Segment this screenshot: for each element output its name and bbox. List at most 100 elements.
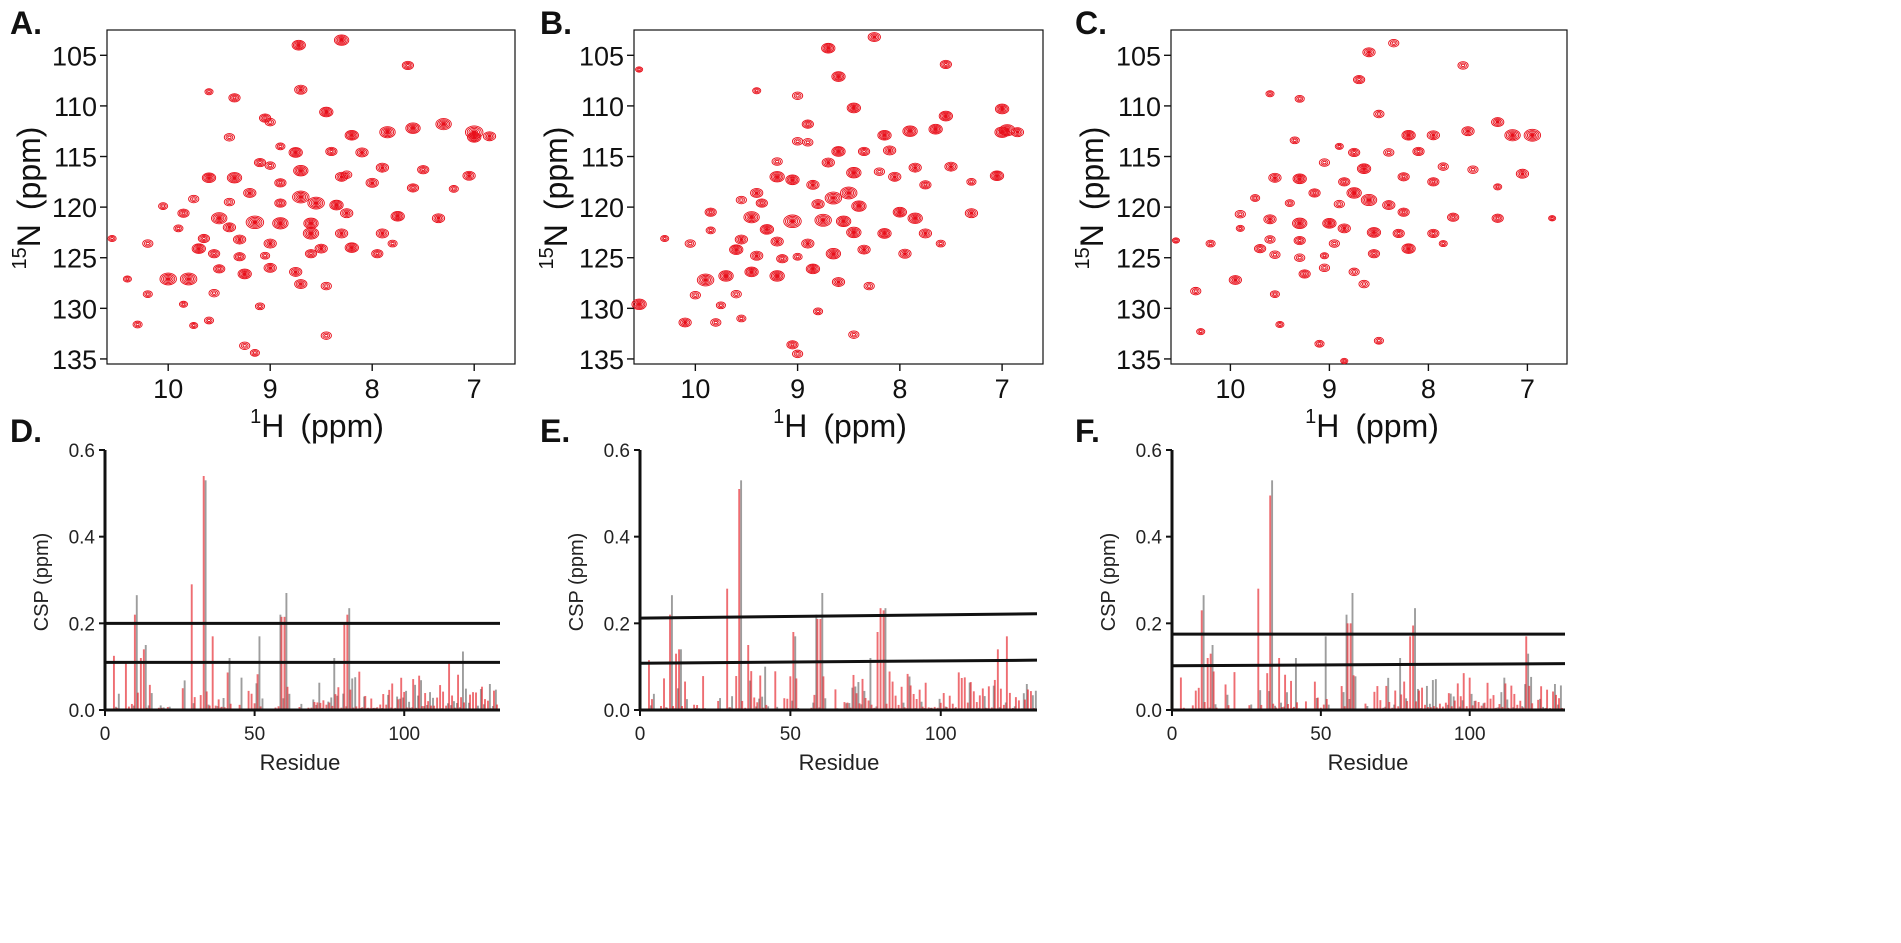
peak-contour (173, 224, 184, 233)
bar-grey (387, 694, 390, 710)
peak-contour (335, 35, 348, 45)
bar-grey (482, 704, 485, 710)
peak-contour (108, 236, 116, 241)
peak-contour (710, 318, 722, 327)
peak-contour (278, 181, 283, 185)
peak-contour (256, 160, 264, 166)
bar-grey (462, 651, 464, 710)
peak (1292, 217, 1308, 229)
bar-red (481, 686, 483, 710)
peak (1548, 215, 1557, 222)
peak-contour (242, 344, 247, 348)
bar-grey (479, 689, 482, 710)
peak-contour (404, 62, 412, 68)
y-tick-label: 115 (1118, 143, 1161, 173)
peak-contour (1431, 180, 1436, 184)
bar-grey (857, 682, 860, 710)
peak-contour (250, 219, 259, 226)
bar-red (313, 702, 316, 710)
peak-contour (737, 236, 745, 243)
bar-grey (776, 706, 779, 710)
threshold-line (639, 658, 1038, 665)
x-tick-label: 50 (1310, 724, 1331, 745)
x-tick-label: 9 (790, 374, 805, 404)
peak-contour (1292, 138, 1297, 142)
bar-red (379, 704, 382, 710)
peak-contour (338, 37, 345, 43)
peak (375, 228, 390, 239)
peak-contour (1326, 220, 1333, 226)
peak-core (324, 110, 329, 114)
peak-contour (795, 139, 800, 144)
peak-contour (365, 177, 379, 188)
peak-contour (1269, 290, 1280, 299)
peak-contour (795, 255, 800, 259)
peak (848, 330, 860, 339)
peak-contour (1012, 128, 1023, 137)
peak (944, 161, 958, 172)
peak-contour (911, 164, 919, 171)
peak-contour (1315, 341, 1324, 347)
peak-contour (920, 229, 931, 238)
peak (122, 275, 132, 283)
peak-contour (255, 159, 265, 167)
bar-red (1002, 704, 1005, 710)
peak (769, 270, 785, 282)
peak-contour (1296, 238, 1303, 244)
peak-contour (290, 268, 301, 276)
bar-grey (476, 705, 479, 710)
peak-contour (1365, 197, 1373, 203)
peak-contour (378, 230, 386, 237)
peak-contour (274, 178, 287, 188)
peak (863, 281, 875, 291)
bar-red (1203, 702, 1206, 710)
y-tick-label: 0.2 (1136, 614, 1162, 635)
peak (1373, 109, 1385, 119)
bar-red (199, 695, 202, 710)
bar-red (678, 649, 680, 710)
y-axis-label-unit: (ppm) (538, 127, 574, 211)
bar-grey (1553, 684, 1556, 710)
peak (307, 196, 325, 210)
y-axis-label-unit: (ppm) (1074, 127, 1110, 211)
bar-red (1197, 687, 1200, 710)
peak-core (339, 38, 344, 42)
bar-grey (680, 649, 682, 710)
bar-red (1444, 702, 1447, 710)
peak-contour (846, 167, 862, 179)
peak-contour (807, 264, 819, 274)
peak (750, 250, 764, 261)
peak (1337, 223, 1351, 234)
peak-contour (277, 200, 284, 206)
peak-contour (1451, 215, 1456, 219)
peak-contour (411, 186, 415, 190)
bar-red (819, 619, 822, 710)
y-tick-label: 110 (1118, 92, 1161, 122)
peak (232, 234, 247, 245)
peak-contour (249, 349, 260, 357)
peak-contour (145, 241, 150, 246)
peak (1437, 162, 1449, 171)
peak-core (298, 88, 303, 92)
bar-red (469, 694, 471, 710)
peak-contour (307, 230, 315, 237)
peak-contour (827, 194, 839, 203)
peak-contour (1293, 235, 1306, 246)
peak-contour (848, 103, 860, 113)
peak-core (851, 106, 856, 110)
peak-contour (1431, 231, 1436, 235)
peak-contour (1348, 147, 1361, 158)
bar-red (445, 705, 448, 710)
peak-contour (263, 254, 268, 258)
bar-grey (860, 704, 863, 710)
peak-contour (969, 180, 974, 184)
peak-contour (464, 171, 475, 180)
peak-contour (849, 104, 859, 112)
bar-grey (761, 696, 764, 710)
peak-contour (1271, 251, 1279, 258)
peak-contour (1294, 219, 1305, 227)
peak (867, 32, 881, 43)
peak-contour (228, 93, 241, 103)
peak-contour (770, 236, 784, 247)
